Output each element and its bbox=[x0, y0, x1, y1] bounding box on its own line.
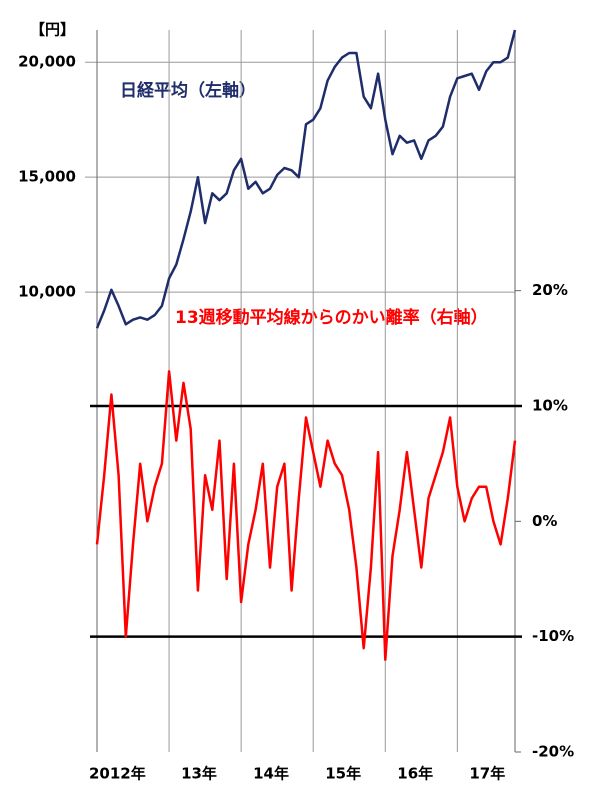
series-line bbox=[95, 370, 517, 661]
annotation: 13週移動平均線からのかい離率（右軸） bbox=[175, 307, 488, 328]
annotation: 日経平均（左軸） bbox=[120, 80, 256, 101]
y-tick-label: 15,000 bbox=[18, 168, 76, 186]
x-tick-label: 14年 bbox=[253, 765, 289, 783]
y2-tick-label: 0% bbox=[532, 512, 557, 530]
y2-tick-label: 10% bbox=[532, 396, 568, 414]
y2-tick-label: -10% bbox=[532, 627, 574, 645]
y-tick-label: 10,000 bbox=[18, 283, 76, 301]
y2-tick-label: -20% bbox=[532, 743, 574, 761]
x-tick-label: 2012年 bbox=[89, 765, 146, 783]
y-tick-label: 20,000 bbox=[18, 53, 76, 71]
x-tick-label: 13年 bbox=[181, 765, 217, 783]
x-tick-label: 17年 bbox=[469, 765, 505, 783]
y-unit-label: 【円】 bbox=[30, 21, 75, 39]
y2-tick-label: 20% bbox=[532, 281, 568, 299]
series-line bbox=[95, 29, 517, 329]
x-tick-label: 15年 bbox=[325, 765, 361, 783]
x-tick-label: 16年 bbox=[397, 765, 433, 783]
